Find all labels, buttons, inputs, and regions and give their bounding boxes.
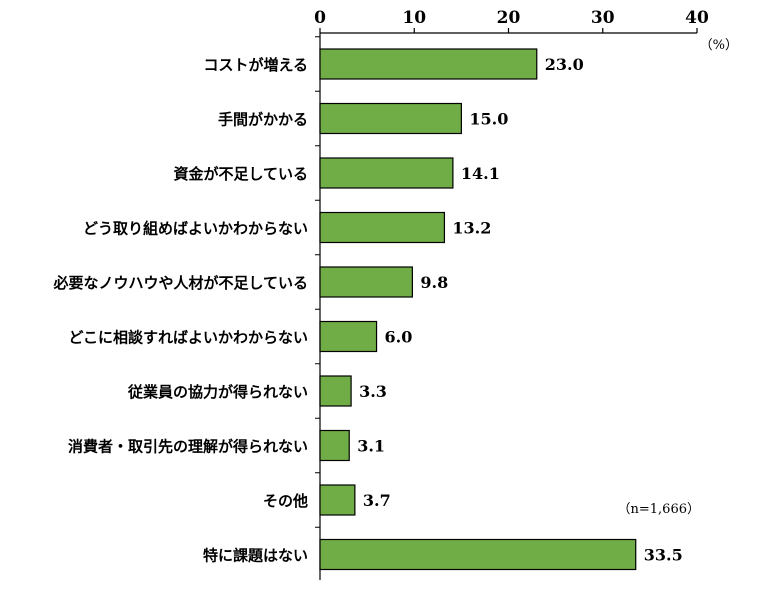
bar	[319, 102, 462, 135]
bar	[319, 266, 413, 298]
bar	[319, 429, 350, 462]
value-label: 3.1	[357, 437, 385, 456]
category-label: 必要なノウハウや人材が不足している	[52, 274, 308, 292]
category-label: どう取り組めばよいかわからない	[83, 220, 308, 238]
bar	[319, 484, 356, 516]
bar	[319, 211, 446, 244]
category-label: どこに相談すればよいかわからない	[68, 329, 308, 347]
bars-layer	[319, 48, 637, 571]
value-label: 14.1	[461, 164, 500, 183]
category-label: 特に課題はない	[203, 547, 308, 565]
value-label: 6.0	[385, 328, 413, 347]
value-label: 15.0	[469, 110, 508, 129]
labels-layer: コストが増える 23.0 手間がかかる 15.0 資金が不足している 14.1 どう取り組め…	[52, 55, 682, 565]
x-tick-label: 10	[402, 8, 426, 28]
category-label: その他	[263, 492, 308, 510]
category-label: 資金が不足している	[173, 165, 308, 183]
bar	[319, 157, 454, 189]
category-label: 消費者・取引先の理解が得られない	[68, 438, 308, 456]
x-tick-label: 20	[497, 8, 521, 28]
x-tick-label: 40	[685, 8, 709, 28]
bar	[319, 48, 538, 80]
bar	[319, 320, 378, 353]
x-tick-label: 0	[314, 8, 326, 28]
category-label: コストが増える	[203, 56, 308, 74]
bar	[319, 538, 637, 571]
value-label: 3.7	[363, 491, 391, 510]
sample-size-note: （n=1,666）	[618, 502, 700, 517]
value-label: 3.3	[359, 382, 387, 401]
category-label: 従業員の協力が得られない	[127, 383, 308, 401]
value-label: 9.8	[420, 273, 448, 292]
value-label: 13.2	[452, 219, 491, 238]
category-label: 手間がかかる	[218, 111, 308, 129]
x-tick-label: 30	[591, 8, 615, 28]
unit-label: （%）	[700, 38, 738, 53]
value-label: 23.0	[545, 55, 584, 74]
value-label: 33.5	[644, 546, 683, 565]
bar	[319, 375, 352, 407]
